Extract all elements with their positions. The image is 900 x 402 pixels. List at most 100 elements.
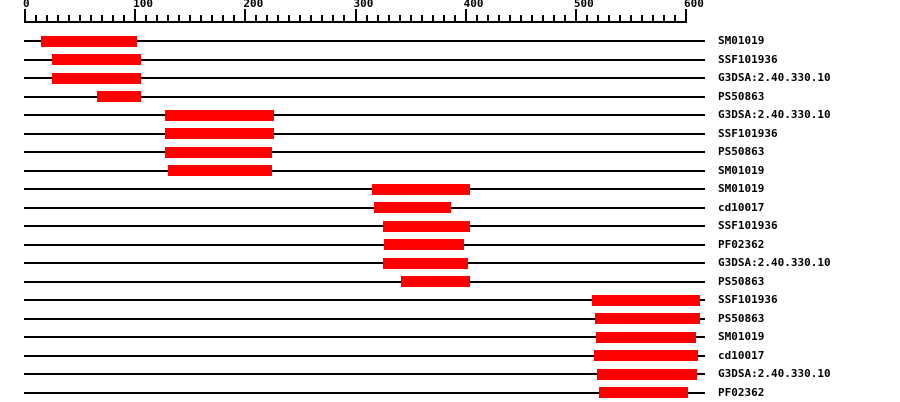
axis-tick-minor: [541, 15, 544, 21]
sequence-line: [24, 280, 705, 283]
sequence-line: [24, 114, 705, 116]
axis-tick-label: 300: [353, 0, 374, 10]
domain-row-label: PF02362: [718, 237, 765, 251]
axis-tick-major: [354, 9, 357, 21]
axis-tick-minor: [508, 15, 511, 21]
sequence-line: [24, 299, 705, 301]
axis-tick-major: [685, 9, 687, 21]
axis-tick-minor: [79, 15, 82, 21]
axis-tick-minor: [200, 15, 203, 21]
axis-tick-minor: [640, 15, 643, 21]
domain-row-label: SSF101936: [718, 293, 778, 306]
sequence-line: [24, 188, 705, 190]
axis-tick-minor: [596, 15, 599, 21]
axis-tick-minor: [618, 15, 621, 21]
domain-row: G3DSA:2.40.330.10: [0, 106, 900, 124]
sequence-line: [24, 58, 705, 61]
domain-feature-bar[interactable]: [384, 239, 464, 250]
domain-row: cd10017: [0, 347, 900, 365]
axis-tick-minor: [453, 15, 456, 21]
domain-feature-bar[interactable]: [165, 109, 275, 121]
axis-tick-minor: [651, 15, 654, 21]
domain-row-label: cd10017: [718, 348, 765, 362]
axis-tick-label: 500: [573, 0, 594, 10]
domain-feature-bar[interactable]: [599, 387, 689, 398]
domain-feature-bar[interactable]: [96, 91, 141, 102]
axis-tick-label: 0: [23, 0, 30, 10]
axis-tick-minor: [673, 15, 676, 21]
domain-feature-bar[interactable]: [595, 331, 696, 343]
domain-row: PS50863: [0, 143, 900, 161]
axis-tick-minor: [530, 15, 533, 21]
domain-feature-bar[interactable]: [383, 257, 468, 269]
axis-tick-minor: [486, 15, 489, 21]
sequence-line: [24, 317, 705, 320]
domain-row-label: PS50863: [718, 89, 765, 103]
axis-tick-minor: [167, 15, 170, 21]
domain-feature-bar[interactable]: [594, 313, 701, 324]
domain-row-label: SM01019: [718, 34, 765, 47]
axis-tick-minor: [497, 15, 500, 21]
axis-tick-minor: [420, 15, 423, 21]
domain-feature-bar[interactable]: [51, 54, 141, 65]
sequence-line: [24, 169, 705, 172]
domain-feature-bar[interactable]: [596, 368, 698, 380]
sequence-line: [24, 391, 705, 394]
axis-tick-label: 600: [684, 0, 704, 10]
axis-tick-minor: [409, 15, 412, 21]
axis-tick-minor: [662, 15, 665, 21]
axis-tick-minor: [46, 15, 49, 21]
axis-tick-minor: [442, 15, 445, 21]
domain-feature-bar[interactable]: [592, 294, 701, 306]
axis-tick-minor: [563, 15, 566, 21]
sequence-line: [24, 354, 705, 357]
sequence-line: [24, 206, 705, 209]
domain-row: PS50863: [0, 310, 900, 328]
domain-row: cd10017: [0, 199, 900, 217]
domain-row-label: cd10017: [718, 200, 765, 214]
domain-row-label: G3DSA:2.40.330.10: [718, 71, 831, 84]
axis-tick-minor: [288, 15, 291, 21]
axis-tick-minor: [112, 15, 115, 21]
axis-tick-minor: [90, 15, 93, 21]
axis-tick-minor: [255, 15, 258, 21]
domain-feature-bar[interactable]: [165, 146, 272, 158]
axis-tick-label: 400: [463, 0, 484, 10]
sequence-line: [24, 132, 705, 135]
axis-tick-minor: [266, 15, 269, 21]
axis-tick-minor: [332, 15, 335, 21]
domain-row-label: SM01019: [718, 330, 765, 343]
domain-row: SM01019: [0, 32, 900, 50]
sequence-line: [24, 243, 705, 246]
axis-tick-minor: [277, 15, 280, 21]
domain-row: SSF101936: [0, 51, 900, 69]
domain-row: PS50863: [0, 88, 900, 106]
axis-tick-minor: [178, 15, 181, 21]
domain-row-label: PS50863: [718, 274, 765, 288]
domain-row: PF02362: [0, 236, 900, 254]
axis-tick-minor: [607, 15, 610, 21]
domain-feature-bar[interactable]: [51, 72, 141, 84]
domain-feature-bar[interactable]: [400, 276, 471, 287]
axis-tick-minor: [343, 15, 346, 21]
domain-feature-bar[interactable]: [374, 202, 452, 213]
domain-row-label: SSF101936: [718, 126, 778, 140]
domain-feature-bar[interactable]: [40, 35, 138, 47]
domain-row: G3DSA:2.40.330.10: [0, 69, 900, 87]
sequence-line: [24, 262, 705, 264]
axis-tick-minor: [475, 15, 478, 21]
domain-feature-bar[interactable]: [593, 350, 699, 361]
sequence-line: [24, 225, 705, 227]
sequence-line: [24, 373, 705, 375]
domain-feature-bar[interactable]: [372, 183, 471, 195]
domain-row: PF02362: [0, 384, 900, 402]
sequence-line: [24, 95, 705, 98]
domain-feature-bar[interactable]: [165, 128, 275, 139]
axis-tick-minor: [365, 15, 368, 21]
axis-tick-minor: [156, 15, 159, 21]
axis-tick-minor: [123, 15, 126, 21]
sequence-line: [24, 151, 705, 153]
domain-feature-bar[interactable]: [383, 220, 471, 232]
domain-feature-bar[interactable]: [168, 165, 272, 176]
